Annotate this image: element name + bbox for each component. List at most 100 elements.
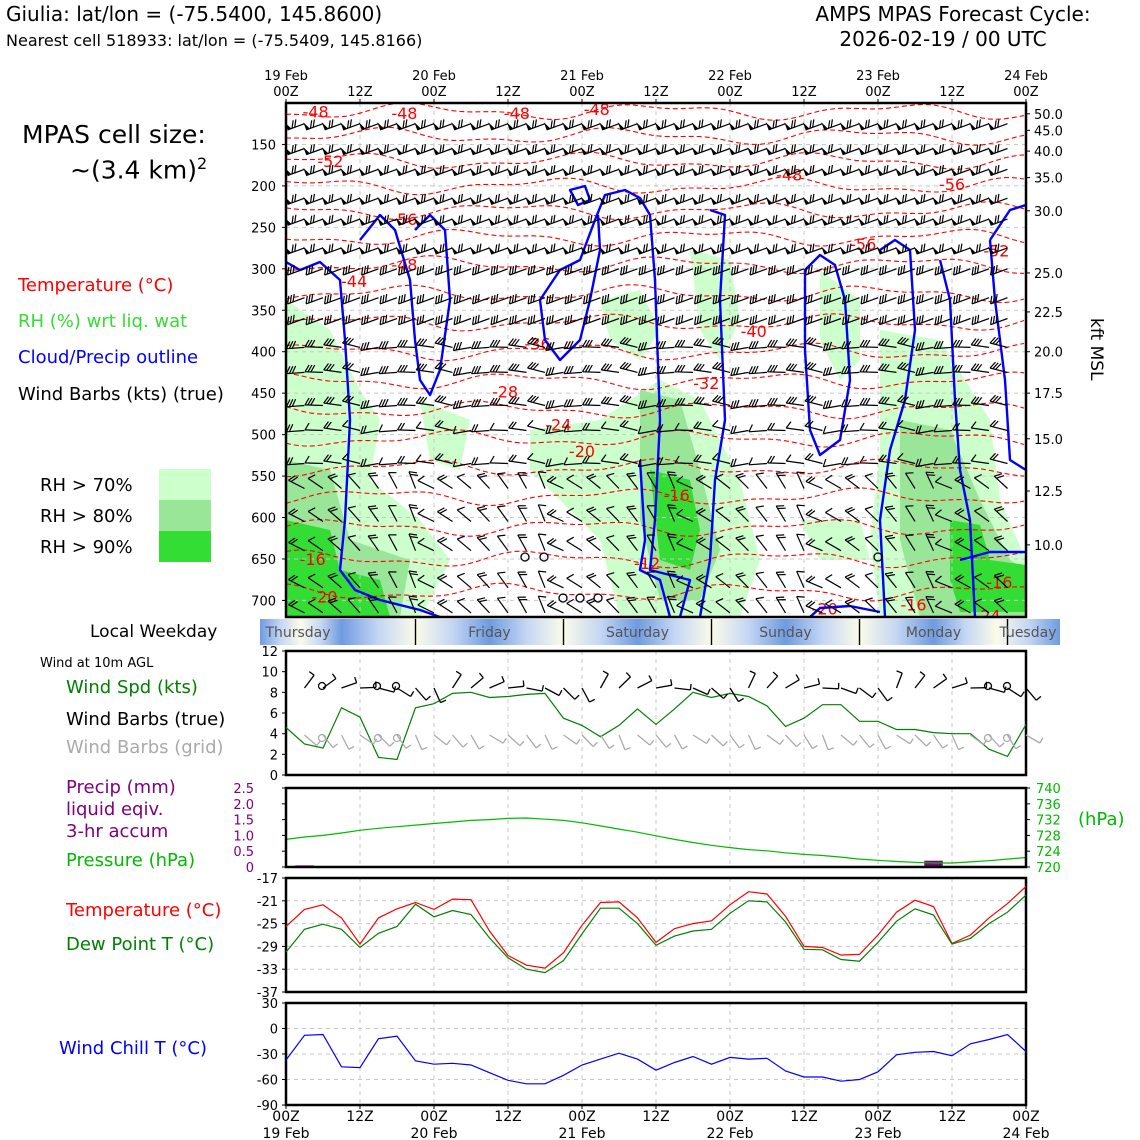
- wind-barb: [693, 454, 712, 465]
- wind-barb-shaft: [823, 218, 842, 226]
- wind-barb-shaft: [564, 247, 583, 255]
- wind-barb-feather: [896, 670, 903, 674]
- temperature-panel: -17-21-25-29-33-37: [257, 872, 1028, 1001]
- wind-barb: [566, 507, 583, 523]
- wind-barb-feather: [329, 508, 338, 513]
- wind-barb-feather: [886, 507, 896, 511]
- wind-barb-shaft: [379, 123, 398, 131]
- wind-barb: [974, 598, 990, 614]
- wind-barb-feather: [994, 597, 1003, 602]
- wind-barb-feather: [989, 419, 996, 427]
- wind-barb-feather: [844, 473, 853, 479]
- wind-barb-feather: [531, 244, 535, 253]
- wind-barb-feather: [569, 398, 574, 407]
- wind-barb-feather: [455, 342, 460, 351]
- wind-barb-feather: [698, 244, 701, 253]
- wind-barb-feather: [369, 536, 378, 539]
- wind-barb-shaft: [796, 534, 805, 551]
- wind-barb-feather: [766, 422, 773, 431]
- wind-barb: [377, 214, 398, 226]
- wind-barb: [619, 394, 638, 407]
- wind-barb-shaft: [387, 571, 398, 589]
- wind-barb-feather: [456, 506, 465, 511]
- wind-barb-feather: [365, 366, 370, 375]
- wind-barb-feather: [754, 265, 758, 274]
- wind-barb-shaft: [496, 535, 509, 552]
- wind-barb: [987, 164, 1008, 177]
- wind-barb-feather: [918, 400, 922, 409]
- wind-barb-feather: [342, 316, 345, 325]
- wind-barb-feather: [668, 507, 677, 509]
- wind-barb-feather: [772, 120, 775, 129]
- wind-barb-feather: [292, 293, 295, 302]
- wind-barb-shaft: [472, 168, 490, 177]
- wind-barb-feather: [668, 598, 677, 601]
- wind-barb: [342, 394, 361, 407]
- wind-barb-flag: [765, 217, 773, 226]
- wind-barb-shaft: [507, 734, 521, 747]
- wind-barb-feather: [867, 164, 870, 173]
- wind-barb: [712, 394, 731, 407]
- wind-barb-shaft: [749, 168, 768, 177]
- wind-barb: [637, 425, 657, 435]
- wind-barb-feather: [766, 364, 773, 373]
- wind-barb-shaft: [657, 218, 675, 226]
- wind-barb-feather: [828, 341, 833, 350]
- wind-barb-feather: [442, 119, 445, 128]
- wind-barb-feather: [738, 193, 741, 202]
- wind-barb-flag: [950, 147, 958, 155]
- wind-barb-feather: [739, 743, 745, 749]
- wind-barb-feather: [421, 293, 425, 302]
- wind-barb-feather: [809, 244, 812, 253]
- wind-barb: [566, 598, 583, 614]
- wind-barb-feather: [756, 164, 759, 173]
- wind-barb-feather: [849, 243, 852, 252]
- wind-panel-ytick-label: 2: [270, 748, 278, 763]
- wind-barb-shaft: [932, 734, 944, 749]
- wind-barb-feather: [641, 294, 644, 303]
- wind-barb-feather: [923, 193, 926, 202]
- wind-barb-shaft: [694, 197, 712, 205]
- date-label-bottom: 24 Feb: [1002, 1126, 1049, 1140]
- forecast-cycle: 2026-02-19 / 00 UTC: [839, 27, 1047, 51]
- wind-barb-feather: [531, 145, 535, 154]
- wind-barb-feather: [736, 265, 739, 274]
- wind-barb-feather: [622, 337, 629, 345]
- wind-barb-shaft: [731, 218, 749, 226]
- wind-barb-feather: [435, 266, 438, 276]
- wind-barb-shaft: [341, 682, 357, 689]
- wind-barb: [646, 596, 657, 614]
- wind-barb-feather: [638, 295, 641, 304]
- wind-barb: [932, 193, 953, 205]
- wind-barb-shaft: [916, 168, 934, 177]
- wind-barb-shaft: [657, 247, 675, 255]
- wind-barb-feather: [587, 145, 590, 154]
- wind-barb-feather: [695, 599, 704, 605]
- wind-barb-shaft: [490, 247, 509, 255]
- wind-barb: [327, 572, 342, 589]
- cloud-outline: [938, 259, 977, 617]
- wind-barb-feather: [735, 472, 744, 477]
- wind-barb-feather: [402, 145, 405, 154]
- wind-barb: [925, 533, 936, 551]
- wind-barb-shaft: [490, 147, 509, 156]
- wind-barb-feather: [772, 165, 775, 174]
- wind-barb-feather: [793, 119, 796, 128]
- wind-barb-feather: [511, 363, 517, 371]
- wind-barb-feather: [992, 315, 996, 324]
- wind-barb-flag: [895, 246, 902, 255]
- wind-barb-flag: [432, 246, 440, 255]
- wind-barb-shaft: [378, 462, 398, 466]
- wind-barb-shaft: [342, 247, 361, 255]
- wind-barb-shaft: [582, 371, 601, 373]
- wind-barb: [897, 314, 916, 326]
- wind-barb-shaft: [496, 597, 509, 614]
- wind-barb-feather: [473, 399, 479, 407]
- hour-label-top: 00Z: [569, 85, 595, 100]
- wind-barb-shaft: [825, 603, 842, 614]
- wind-barb: [307, 573, 324, 589]
- wind-barb-feather: [989, 361, 996, 369]
- wind-barb-feather: [291, 244, 294, 253]
- wind-barb-feather: [626, 596, 635, 600]
- wind-barb-shaft: [379, 247, 398, 255]
